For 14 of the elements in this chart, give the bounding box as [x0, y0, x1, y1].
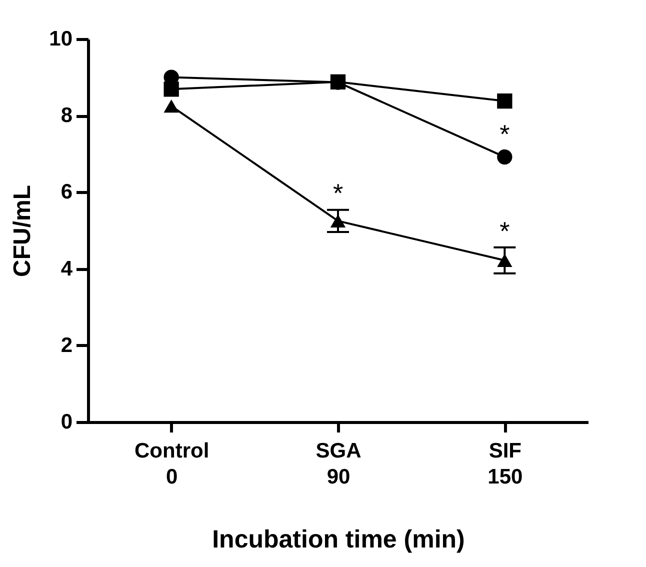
x-tick-label: Control 0: [134, 440, 210, 488]
x-axis-title: Incubation time (min): [212, 526, 465, 554]
y-tick-label: 10: [49, 28, 72, 50]
y-tick-label: 0: [60, 410, 72, 434]
x-tick-label: SGA 90: [316, 440, 362, 488]
y-tick-label: 2: [60, 334, 72, 357]
annotation: *: [332, 178, 344, 208]
y-tick-label: 6: [60, 180, 72, 204]
x-tick-label: SIF 150: [488, 440, 523, 488]
y-tick-label: 4: [60, 257, 73, 280]
y-tick-label: 8: [60, 104, 73, 128]
y-axis-title: CFU/mL: [9, 185, 36, 277]
annotation: *: [500, 119, 510, 150]
annotation: *: [500, 216, 510, 246]
